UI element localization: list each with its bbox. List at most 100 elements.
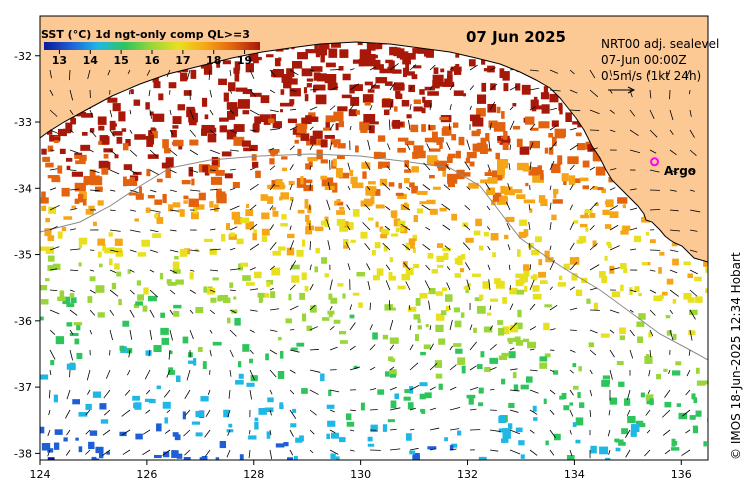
current-vector [249,267,256,271]
x-tick-label: 136 [671,468,692,481]
sst-pixel-patch [45,162,54,168]
current-vector [529,106,536,111]
current-vector [509,429,521,435]
current-vector [549,369,555,373]
sst-pixel-patch [514,336,521,342]
current-vector [249,309,258,312]
sst-pixel-patch [221,125,227,132]
sst-pixel-patch [197,347,203,352]
current-vector [189,109,195,120]
sst-pixel-patch [306,325,312,332]
sst-pixel-patch [508,338,513,344]
sst-pixel-patch [246,203,250,209]
sst-pixel-patch [569,257,579,265]
sst-pixel-patch [520,454,525,459]
current-vector [609,309,620,314]
sst-pixel-patch [248,51,259,62]
sst-pixel-patch [468,397,474,405]
sst-pixel-patch [371,249,376,256]
current-vector [69,208,78,211]
current-vector [529,389,539,394]
current-vector [269,449,273,460]
sst-pixel-patch [480,179,491,184]
sst-pixel-patch [600,333,610,338]
sst-pixel-patch [409,182,415,188]
sst-pixel-patch [468,59,476,67]
sst-pixel-patch [648,331,652,338]
sst-pixel-patch [630,430,637,437]
current-vector [89,109,94,118]
sst-pixel-patch [525,182,529,187]
current-vector [87,69,91,79]
current-vector [149,129,153,135]
current-vector [649,269,656,272]
current-vector [366,263,371,271]
sst-pixel-patch [253,59,259,64]
current-vector [68,69,71,81]
sst-pixel-patch [296,124,307,134]
sst-pixel-patch [241,140,251,147]
sst-pixel-patch [675,361,682,366]
sst-pixel-patch [377,389,385,395]
sst-pixel-patch [271,267,281,276]
sst-pixel-patch [226,102,238,110]
sst-pixel-patch [191,421,201,425]
sst-pixel-patch [174,255,179,260]
sst-pixel-patch [638,313,646,320]
current-vector [406,186,411,191]
sst-pixel-patch [240,262,249,267]
sst-pixel-patch [431,269,439,274]
current-vector [629,149,641,154]
sst-pixel-patch [476,108,486,117]
current-vector [529,369,538,372]
sst-pixel-patch [78,446,83,453]
sst-pixel-patch [640,392,645,398]
sst-pixel-patch [527,341,536,349]
current-vector [129,249,137,253]
current-vector [129,269,135,273]
current-vector [329,449,339,455]
sst-pixel-patch [267,397,274,403]
current-vector [249,69,255,79]
sst-pixel-patch [485,133,490,142]
sst-pixel-patch [352,292,360,296]
current-vector [464,204,471,211]
current-vector [469,341,478,351]
sst-pixel-patch [407,402,414,410]
sst-pixel-patch [531,249,540,256]
sst-pixel-patch [593,302,599,311]
sst-pixel-patch [481,82,487,92]
sst-pixel-patch [291,60,303,69]
current-vector [109,229,121,232]
sst-pixel-patch [216,188,222,199]
sst-pixel-patch [399,227,405,232]
sst-pixel-patch [497,158,509,169]
sst-pixel-patch [360,129,368,133]
current-vector [129,129,133,134]
sst-pixel-patch [487,187,496,196]
sst-pixel-patch [395,192,404,196]
legend-tick-label: 13 [52,54,67,67]
current-vector [569,184,574,191]
sst-pixel-patch [367,121,379,125]
current-vector [102,449,111,457]
current-vector [369,366,376,371]
current-vector [429,407,437,411]
sst-pixel-patch [45,217,51,223]
sst-pixel-patch [635,420,644,425]
sst-pixel-patch [375,43,379,50]
current-vector [269,241,277,251]
current-vector [669,229,681,232]
current-vector [109,129,115,137]
sst-pixel-patch [447,153,456,159]
sst-pixel-patch [142,305,148,312]
sst-pixel-patch [450,66,462,72]
sst-pixel-patch [671,242,678,247]
sst-pixel-patch [410,124,419,133]
sst-pixel-patch [666,330,673,336]
sst-pixel-patch [551,136,557,147]
sst-pixel-patch [633,235,642,243]
current-vector [89,169,100,174]
sst-pixel-patch [200,396,209,402]
sst-pixel-patch [671,438,676,447]
